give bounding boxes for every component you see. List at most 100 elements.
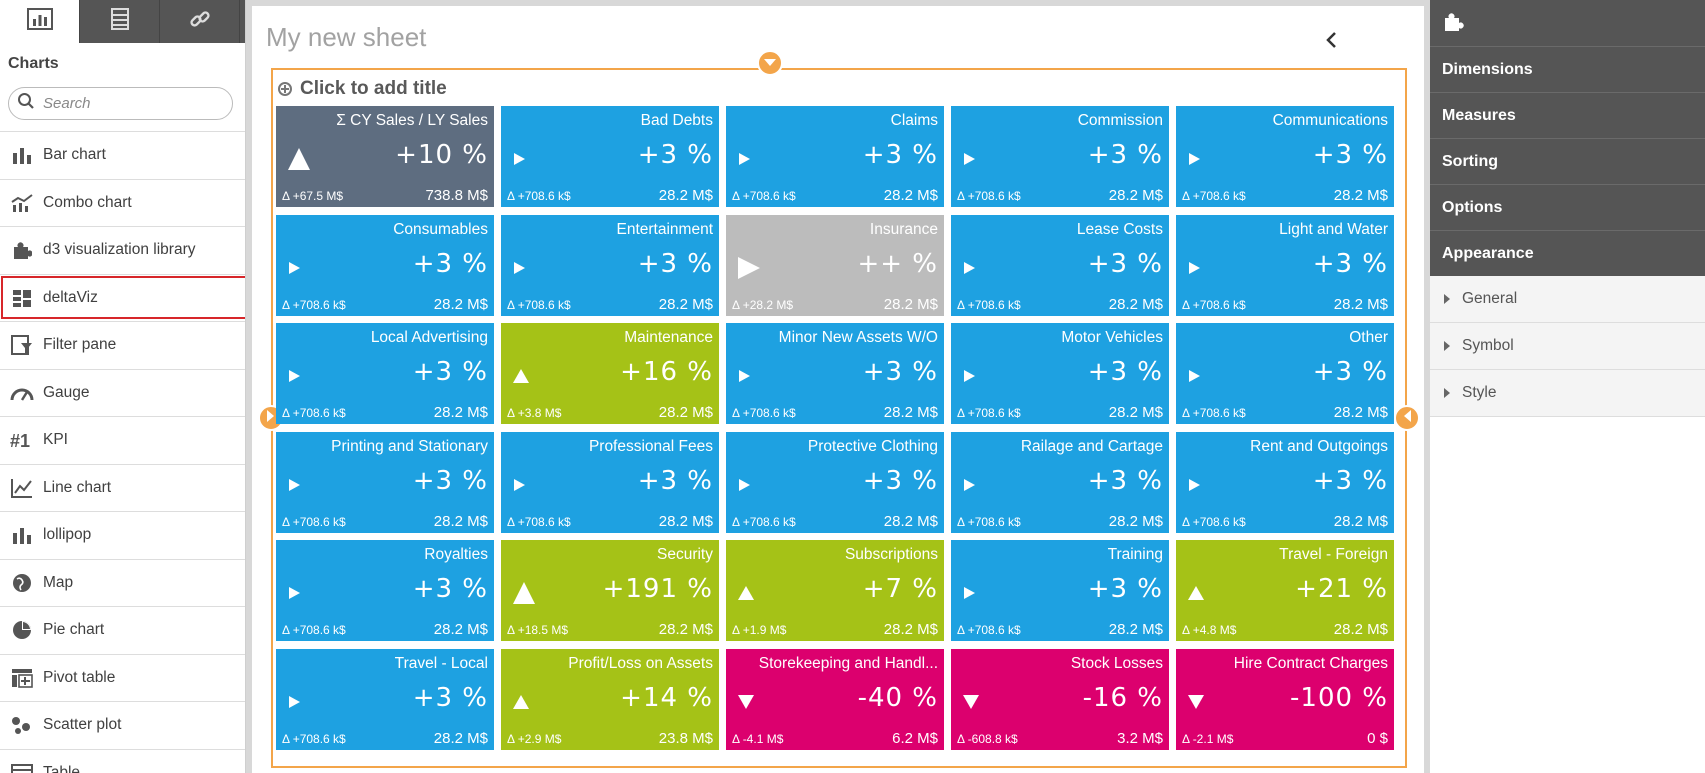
delta-tile[interactable]: Other +3 % Δ +708.6 k$ 28.2 M$ (1176, 323, 1394, 424)
tab-links[interactable] (160, 0, 240, 43)
tile-delta: Δ +4.8 M$ (1182, 623, 1237, 637)
tile-delta: Δ +708.6 k$ (1182, 189, 1246, 203)
chart-list-item[interactable]: Scatter plot (0, 702, 245, 750)
tile-percent-change: +3 % (412, 357, 488, 387)
tile-delta: Δ +708.6 k$ (957, 514, 1021, 529)
triangle-up-icon (738, 576, 778, 610)
sheet-title[interactable]: My new sheet (266, 22, 427, 52)
delta-tile[interactable]: Minor New Assets W/O +3 % Δ +708.6 k$ 28.2 … (726, 323, 944, 424)
delta-tile[interactable]: Training +3 % Δ +708.6 k$ 28.2 M$ (951, 540, 1169, 641)
chart-list-item[interactable]: Combo chart (0, 180, 245, 227)
delta-tile[interactable]: Travel - Foreign +21 % Δ +4.8 M$ 28.2 M$ (1176, 540, 1394, 641)
resize-handle-right[interactable] (1394, 405, 1420, 431)
delta-tile[interactable]: Commission +3 % Δ +708.6 k$ 28.2 M$ (951, 106, 1169, 207)
delta-tile[interactable]: Consumables +3 % Δ +708.6 k$ 28.2 M$ (276, 214, 494, 316)
properties-section-appearance[interactable]: Appearance (1430, 230, 1705, 276)
chart-list-item[interactable]: Map (0, 560, 245, 607)
triangle-right-icon (513, 251, 553, 285)
tab-charts[interactable] (0, 0, 80, 43)
chart-list-item[interactable]: d3 visualization library (0, 227, 245, 275)
chart-list-item[interactable]: Table (0, 750, 245, 773)
delta-tile[interactable]: Claims +3 % Δ +708.6 k$ 28.2 M$ (726, 106, 944, 207)
charts-heading: Charts (8, 55, 59, 72)
chart-list-item[interactable]: Pivot table (0, 655, 245, 702)
tile-delta: Δ +708.6 k$ (732, 514, 796, 529)
tile-name: Light and Water (1279, 220, 1388, 238)
tile-value: 28.2 M$ (1333, 404, 1388, 421)
delta-tile[interactable]: Royalties +3 % Δ +708.6 k$ 28.2 M$ (276, 540, 494, 641)
delta-tile[interactable]: Lease Costs +3 % Δ +708.6 k$ 28.2 M$ (951, 214, 1169, 316)
tile-name: Printing and Stationary (331, 437, 488, 455)
chart-list-item[interactable]: Bar chart (0, 132, 245, 180)
tile-value: 6.2 M$ (892, 729, 938, 747)
tile-value: 28.2 M$ (883, 295, 938, 313)
triangle-right-icon (288, 468, 328, 502)
delta-tile[interactable]: Professional Fees +3 % Δ +708.6 k$ 28.2 M$ (501, 431, 719, 533)
chart-list-item[interactable]: Filter pane (0, 322, 245, 370)
expand-caret-icon (1444, 294, 1450, 304)
delta-tile[interactable]: Local Advertising +3 % Δ +708.6 k$ 28.2 M$ (276, 323, 494, 424)
tile-percent-change: +3 % (1312, 140, 1388, 170)
tile-name: Subscriptions (844, 546, 938, 563)
tile-name: Σ CY Sales / LY Sales (336, 112, 488, 129)
delta-tile[interactable]: Maintenance +16 % Δ +3.8 M$ 28.2 M$ (501, 323, 719, 424)
chart-icon (26, 8, 53, 35)
tab-master-items[interactable] (80, 0, 160, 43)
chart-list-item-label: Pivot table (43, 668, 116, 686)
delta-tile[interactable]: Rent and Outgoings +3 % Δ +708.6 k$ 28.2 M$ (1176, 431, 1394, 533)
delta-tile[interactable]: Communications +3 % Δ +708.6 k$ 28.2 M$ (1176, 106, 1394, 207)
chart-list-item[interactable]: Line chart (0, 465, 245, 512)
tile-name: Bad Debts (640, 112, 713, 129)
chart-list-item[interactable]: lollipop (0, 512, 245, 560)
properties-section-sorting[interactable]: Sorting (1430, 138, 1705, 184)
delta-tile[interactable]: Security +191 % Δ +18.5 M$ 28.2 M$ (501, 540, 719, 641)
tile-name: Consumables (393, 220, 488, 238)
triangle-down-icon (1188, 685, 1228, 719)
delta-tile[interactable]: Bad Debts +3 % Δ +708.6 k$ 28.2 M$ (501, 106, 719, 207)
tile-percent-change: +3 % (637, 465, 713, 496)
delta-tile[interactable]: Profit/Loss on Assets +14 % Δ +2.9 M$ 23.8 … (501, 648, 719, 750)
appearance-subsection-symbol[interactable]: Symbol (1430, 323, 1705, 370)
chart-list-item[interactable]: #1 KPI (0, 417, 245, 465)
delta-tile[interactable]: Σ CY Sales / LY Sales +10 % Δ +67.5 M$ 738.… (276, 106, 494, 207)
tile-value: 28.2 M$ (658, 621, 713, 638)
chevron-down-icon (764, 54, 776, 72)
delta-tile[interactable]: Storekeeping and Handl... -40 % Δ -4.1 M$ 6… (726, 648, 944, 750)
triangle-right-icon (963, 576, 1003, 610)
triangle-right-icon (1188, 359, 1228, 393)
add-title-button[interactable]: Click to add title (278, 78, 447, 100)
properties-section-options[interactable]: Options (1430, 184, 1705, 230)
tile-percent-change: +16 % (620, 357, 713, 387)
delta-tile[interactable]: Subscriptions +7 % Δ +1.9 M$ 28.2 M$ (726, 540, 944, 641)
delta-tile[interactable]: Entertainment +3 % Δ +708.6 k$ 28.2 M$ (501, 214, 719, 316)
tile-name: Rent and Outgoings (1250, 437, 1388, 455)
chart-list-item[interactable]: Pie chart (0, 607, 245, 655)
delta-tile[interactable]: Travel - Local +3 % Δ +708.6 k$ 28.2 M$ (276, 648, 494, 750)
delta-tile[interactable]: Insurance ++ % Δ +28.2 M$ 28.2 M$ (726, 214, 944, 316)
collapse-panel-button[interactable] (1320, 28, 1344, 52)
tile-percent-change: -16 % (1082, 682, 1163, 713)
delta-tile[interactable]: Hire Contract Charges -100 % Δ -2.1 M$ 0 $ (1176, 648, 1394, 750)
tile-name: Security (657, 546, 713, 563)
delta-tile[interactable]: Light and Water +3 % Δ +708.6 k$ 28.2 M$ (1176, 214, 1394, 316)
appearance-subsection-style[interactable]: Style (1430, 370, 1705, 417)
tile-value: 28.2 M$ (1333, 295, 1388, 313)
resize-handle-top[interactable] (757, 50, 783, 76)
properties-section-measures[interactable]: Measures (1430, 92, 1705, 138)
combo-chart-icon (10, 191, 34, 215)
chart-list-item[interactable]: Gauge (0, 370, 245, 417)
triangle-right-icon (288, 251, 328, 285)
chart-list-item[interactable]: deltaViz (0, 275, 245, 322)
tile-delta: Δ +708.6 k$ (507, 297, 571, 312)
appearance-subsection-general[interactable]: General (1430, 276, 1705, 323)
delta-tile[interactable]: Stock Losses -16 % Δ -608.8 k$ 3.2 M$ (951, 648, 1169, 750)
delta-tile[interactable]: Motor Vehicles +3 % Δ +708.6 k$ 28.2 M$ (951, 323, 1169, 424)
delta-tile[interactable]: Railage and Cartage +3 % Δ +708.6 k$ 28.2 M… (951, 431, 1169, 533)
search-input[interactable]: Search (8, 87, 233, 120)
delta-tile[interactable]: Protective Clothing +3 % Δ +708.6 k$ 28.2 M… (726, 431, 944, 533)
triangle-right-icon (288, 359, 328, 393)
tile-value: 28.2 M$ (1108, 512, 1163, 530)
delta-tile[interactable]: Printing and Stationary +3 % Δ +708.6 k$ 28… (276, 431, 494, 533)
properties-section-dimensions[interactable]: Dimensions (1430, 46, 1705, 92)
tile-percent-change: +3 % (1087, 248, 1163, 279)
